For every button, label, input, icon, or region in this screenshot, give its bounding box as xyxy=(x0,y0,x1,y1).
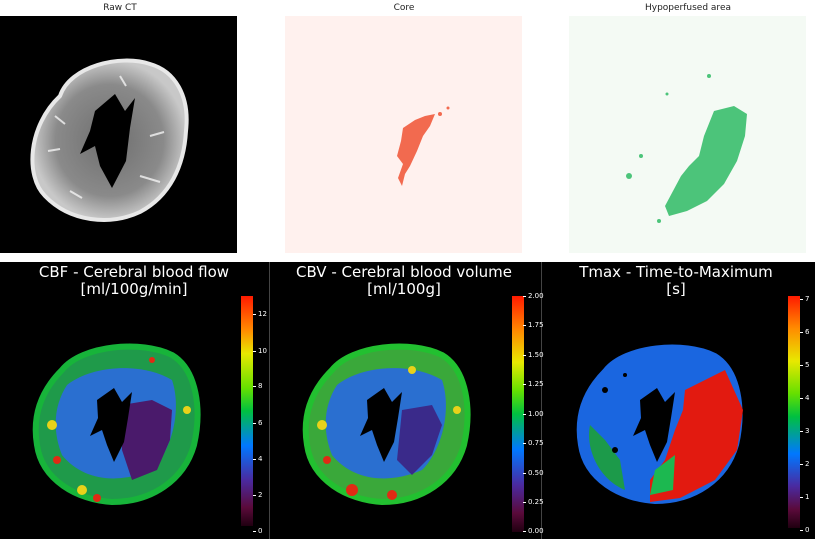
cbv-tick: 1.75 xyxy=(523,321,544,329)
cbv-colorbar xyxy=(512,296,524,532)
cbf-tick: 2 xyxy=(252,491,263,499)
raw-ct-image xyxy=(0,16,237,253)
cbf-tick: 0 xyxy=(252,527,263,535)
raw-ct-brain-slice xyxy=(30,58,189,222)
cbf-tick: 10 xyxy=(253,347,267,355)
core-title: Core xyxy=(393,3,415,13)
cbv-title-line2: [ml/100g] xyxy=(367,280,441,298)
core-map xyxy=(285,16,522,253)
tmax-tick: 1 xyxy=(799,493,810,501)
cbf-tick: 8 xyxy=(252,382,263,390)
cbv-map xyxy=(292,330,482,510)
tmax-colorbar xyxy=(788,296,800,528)
cbf-title-line1: CBF - Cerebral blood flow xyxy=(38,263,230,281)
raw-ct-title: Raw CT xyxy=(103,3,137,13)
cbf-tick: 6 xyxy=(252,419,263,427)
divider xyxy=(541,262,542,539)
tmax-title-line1: Tmax - Time-to-Maximum xyxy=(579,263,773,281)
cbv-title-line1: CBV - Cerebral blood volume xyxy=(296,263,512,281)
cbv-tick: 1.00 xyxy=(523,410,544,418)
cbv-tick: 1.50 xyxy=(523,351,544,359)
cbv-tick: 0.75 xyxy=(523,439,544,447)
cbf-tick: 12 xyxy=(253,310,267,318)
cbf-tick: 4 xyxy=(252,455,263,463)
cbv-tick: 1.25 xyxy=(523,380,544,388)
tmax-title: Tmax - Time-to-Maximum [s] xyxy=(542,264,810,298)
tmax-map xyxy=(565,330,755,510)
core-image xyxy=(285,16,522,253)
hypoperfused-image xyxy=(569,16,806,253)
cbv-brain-slice xyxy=(302,343,471,506)
cbf-map xyxy=(22,330,212,510)
tmax-tick: 6 xyxy=(799,328,810,336)
tmax-tick: 5 xyxy=(799,361,810,369)
tmax-tick: 2 xyxy=(799,460,810,468)
cbv-tick: 0.25 xyxy=(523,498,544,506)
cbv-tick: 0.50 xyxy=(523,469,544,477)
cbv-tick: 2.00 xyxy=(523,292,544,300)
tmax-tick: 0 xyxy=(799,526,810,534)
cbv-title: CBV - Cerebral blood volume [ml/100g] xyxy=(270,264,538,298)
tmax-tick: 3 xyxy=(799,427,810,435)
tmax-title-line2: [s] xyxy=(666,280,686,298)
hypoperfused-title: Hypoperfused area xyxy=(644,3,731,13)
tmax-brain-slice xyxy=(576,344,743,505)
tmax-tick: 7 xyxy=(799,295,810,303)
tmax-tick: 4 xyxy=(799,394,810,402)
cbf-title-line2: [ml/100g/min] xyxy=(80,280,188,298)
cbv-tick: 0.00 xyxy=(523,527,544,535)
hypoperfused-map xyxy=(569,16,806,253)
divider xyxy=(269,262,270,539)
cbf-colorbar xyxy=(241,296,253,526)
cbf-title: CBF - Cerebral blood flow [ml/100g/min] xyxy=(0,264,268,298)
cbf-brain-slice xyxy=(32,343,201,506)
